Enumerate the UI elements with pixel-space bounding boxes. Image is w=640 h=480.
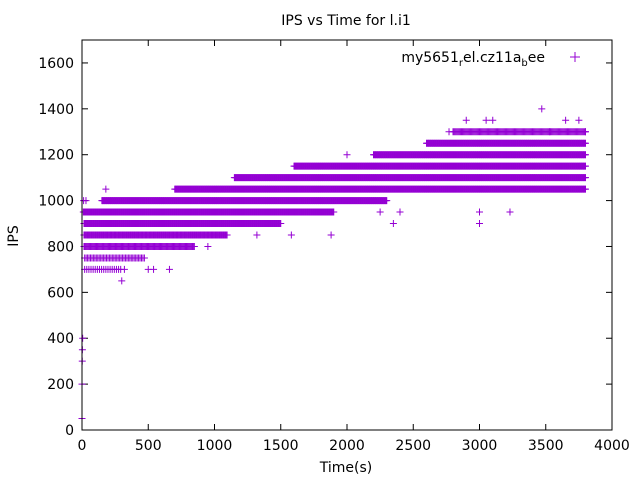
y-tick-label: 1000 bbox=[38, 194, 74, 210]
ticks-layer: 0 500 1000 1500 2000 2500 3000 3500 4000 0 200 400 6… bbox=[38, 40, 630, 454]
data-point bbox=[223, 231, 231, 239]
x-tick-label: 2000 bbox=[329, 438, 365, 454]
data-point bbox=[140, 254, 148, 262]
data-point bbox=[330, 208, 338, 216]
x-tick-label: 500 bbox=[135, 438, 162, 454]
x-tick-label: 3000 bbox=[462, 438, 498, 454]
y-tick-label: 600 bbox=[47, 285, 74, 301]
x-tick-label: 0 bbox=[78, 438, 87, 454]
x-tick-label: 3500 bbox=[528, 438, 564, 454]
y-axis-label: IPS bbox=[6, 225, 22, 247]
x-axis-label: Time(s) bbox=[319, 460, 372, 476]
y-tick-label: 400 bbox=[47, 331, 74, 347]
x-tick-label: 2500 bbox=[395, 438, 431, 454]
legend-label-part: ee bbox=[528, 50, 545, 66]
y-tick-label: 0 bbox=[65, 423, 74, 439]
x-tick-label: 1500 bbox=[263, 438, 299, 454]
y-tick-label: 1600 bbox=[38, 56, 74, 72]
x-tick-label: 4000 bbox=[594, 438, 630, 454]
legend-label-part: my5651 bbox=[401, 50, 459, 66]
y-tick-label: 1400 bbox=[38, 102, 74, 118]
y-tick-label: 200 bbox=[47, 377, 74, 393]
x-tick-label: 1000 bbox=[197, 438, 233, 454]
y-tick-label: 1200 bbox=[38, 148, 74, 164]
points-layer bbox=[78, 105, 589, 423]
data-point bbox=[277, 220, 285, 228]
chart-title: IPS vs Time for l.i1 bbox=[281, 13, 411, 29]
legend-label-part: el.cz11a bbox=[463, 50, 521, 66]
data-point bbox=[190, 242, 198, 250]
y-tick-label: 800 bbox=[47, 239, 74, 255]
